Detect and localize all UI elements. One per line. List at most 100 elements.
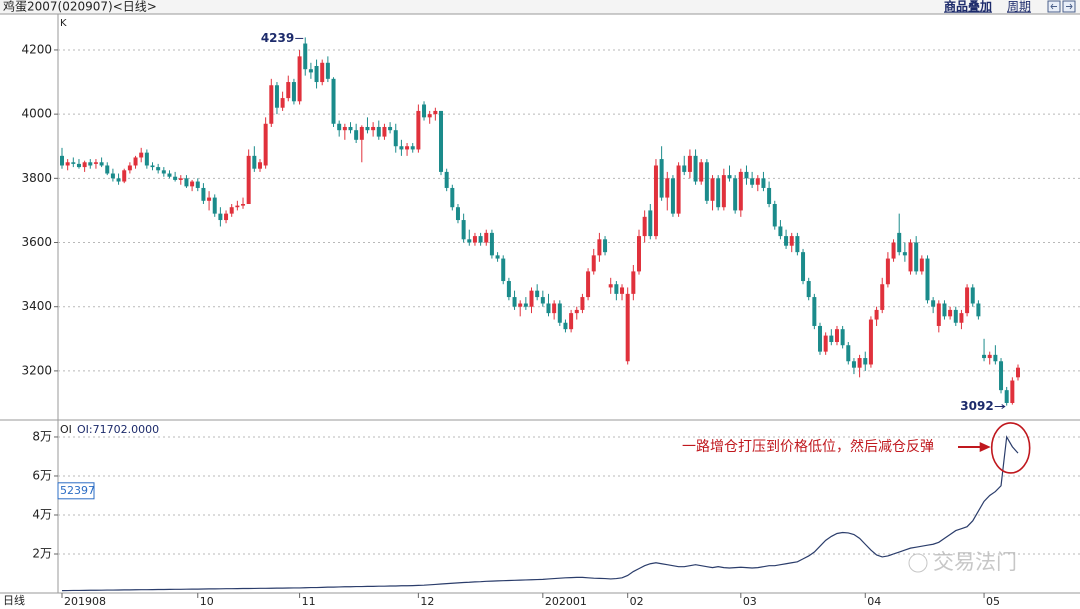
candle-body xyxy=(744,171,749,179)
candle-body xyxy=(495,255,500,259)
candle-body xyxy=(518,303,523,307)
candle-body xyxy=(676,165,681,214)
candle-body xyxy=(857,358,862,368)
candle-body xyxy=(750,178,755,185)
candle-body xyxy=(65,162,70,166)
candle-body xyxy=(795,236,800,253)
candle-body xyxy=(348,126,353,131)
candle-body xyxy=(778,226,783,237)
candle-body xyxy=(235,205,240,208)
candle-body xyxy=(1010,380,1015,403)
candle-body xyxy=(959,313,964,323)
candle-body xyxy=(342,126,347,131)
candle-body xyxy=(880,284,885,310)
cursor-value-box xyxy=(57,482,95,500)
candle-body xyxy=(953,309,958,323)
candle-body xyxy=(699,162,704,182)
candle-body xyxy=(648,210,653,237)
candle-body xyxy=(970,287,975,304)
candle-body xyxy=(410,146,415,150)
period-label: 日线 xyxy=(3,593,25,607)
low-label: 3092 xyxy=(960,399,993,413)
candle-body xyxy=(823,335,828,352)
low-pointer xyxy=(994,404,1006,409)
candle-body xyxy=(772,204,777,227)
candle-body xyxy=(767,187,772,205)
candle-body xyxy=(868,319,873,365)
candle-body xyxy=(806,281,811,298)
candle-body xyxy=(563,322,568,330)
candle-body xyxy=(653,165,658,237)
candle-body xyxy=(863,358,868,365)
candle-body xyxy=(133,157,138,166)
candle-body xyxy=(574,309,579,314)
overlay-button[interactable]: 商品叠加 xyxy=(944,0,992,14)
candle-body xyxy=(207,197,212,201)
candle-body xyxy=(665,178,670,198)
candle-body xyxy=(874,309,879,320)
candle-body xyxy=(552,303,557,314)
candle-body xyxy=(450,187,455,208)
y-tick-label: 4200 xyxy=(21,42,52,56)
candle-body xyxy=(150,165,155,168)
candle-body xyxy=(738,171,743,211)
y-tick-label: 3200 xyxy=(21,363,52,377)
candle-body xyxy=(965,287,970,314)
candle-body xyxy=(99,162,104,166)
candle-body xyxy=(263,123,268,166)
candle-body xyxy=(93,162,98,164)
candle-body xyxy=(246,155,251,205)
candle-body xyxy=(608,284,613,288)
candle-body xyxy=(122,170,127,182)
candle-body xyxy=(546,303,551,314)
candle-body xyxy=(829,335,834,343)
candle-body xyxy=(834,329,839,343)
candle-body xyxy=(280,98,285,108)
candle-body xyxy=(976,303,981,317)
candle-body xyxy=(784,236,789,246)
candle-body xyxy=(642,216,647,237)
candle-body xyxy=(303,43,308,70)
candle-body xyxy=(512,297,517,307)
candle-body xyxy=(631,271,636,294)
candle-body xyxy=(908,242,913,272)
candle-body xyxy=(636,236,641,272)
oi-readout: OI:71702.0000 xyxy=(77,423,159,436)
x-tick-label: 10 xyxy=(200,595,214,608)
candle-body xyxy=(365,126,370,131)
y-tick-label: 3400 xyxy=(21,299,52,313)
candle-body xyxy=(812,297,817,326)
candle-body xyxy=(801,252,806,282)
x-tick-label: 201908 xyxy=(64,595,106,608)
candle-body xyxy=(506,281,511,298)
candle-body xyxy=(670,178,675,214)
x-tick-label: 03 xyxy=(743,595,757,608)
candle-body xyxy=(444,171,449,188)
annotation-arrowhead xyxy=(979,442,991,452)
high-label: 4239 xyxy=(261,31,294,45)
candle-body xyxy=(489,232,494,256)
candle-body xyxy=(190,181,195,187)
candle-body xyxy=(82,162,87,168)
x-tick-label: 02 xyxy=(630,595,644,608)
panel-label: K xyxy=(60,18,67,29)
annotation-circle xyxy=(990,422,1031,474)
candle-body xyxy=(427,114,432,118)
candle-body xyxy=(331,78,336,124)
candle-body xyxy=(455,207,460,221)
x-tick-label: 202001 xyxy=(545,595,587,608)
candle-body xyxy=(433,110,438,115)
candle-body xyxy=(891,242,896,259)
candle-body xyxy=(936,303,941,326)
candle-body xyxy=(704,162,709,201)
candle-body xyxy=(178,178,183,180)
x-tick-label: 11 xyxy=(302,595,316,608)
candle-body xyxy=(789,236,794,246)
candle-body xyxy=(846,345,851,362)
candle-body xyxy=(885,258,890,285)
period-button[interactable]: 周期 xyxy=(1007,0,1031,14)
candle-body xyxy=(535,290,540,298)
candle-body xyxy=(325,62,330,79)
candle-body xyxy=(557,303,562,323)
candle-body xyxy=(308,69,313,73)
